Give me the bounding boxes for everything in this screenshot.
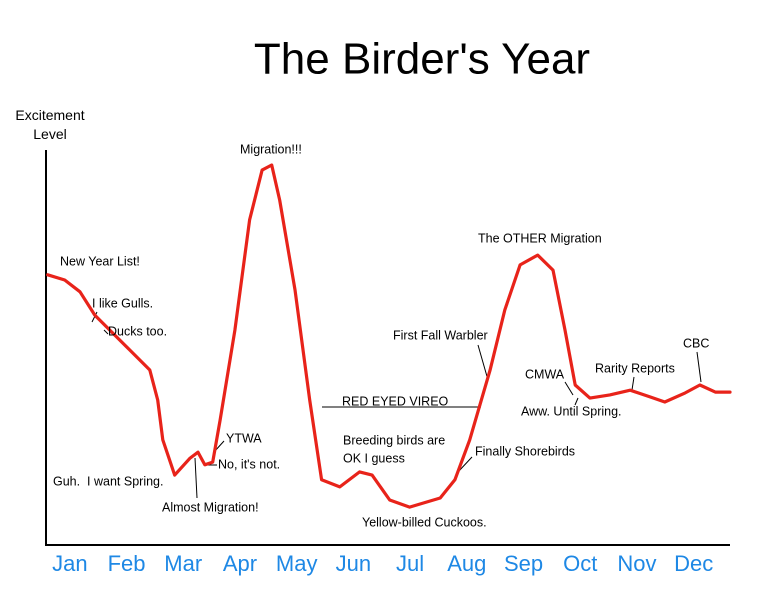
y-axis-label: Excitement Level (15, 107, 85, 142)
annotation: OK I guess (343, 451, 405, 465)
x-tick-label: Jul (396, 551, 424, 576)
annotation: Rarity Reports (595, 361, 675, 375)
leader-line (477, 344, 489, 381)
annotation: Guh. I want Spring. (53, 474, 163, 488)
annotation: Migration!!! (240, 142, 302, 156)
x-tick-label: Sep (504, 551, 543, 576)
annotation: Almost Migration! (162, 500, 259, 514)
annotation: RED EYED VIREO (342, 394, 449, 408)
annotation: New Year List! (60, 254, 140, 268)
leader-line (103, 329, 109, 335)
annotation: Ducks too. (108, 324, 167, 338)
x-tick-label: Mar (164, 551, 202, 576)
x-tick-label: Nov (617, 551, 656, 576)
x-tick-label: Jun (336, 551, 371, 576)
x-tick-label: Apr (223, 551, 257, 576)
leader-lines (91, 311, 702, 499)
annotation: CMWA (525, 367, 565, 381)
x-tick-label: Dec (674, 551, 713, 576)
annotation: The OTHER Migration (478, 231, 602, 245)
annotation: CBC (683, 336, 709, 350)
excitement-line (46, 163, 732, 509)
annotation: Aww. Until Spring. (521, 404, 622, 418)
x-tick-label: Oct (563, 551, 597, 576)
annotation: Breeding birds are (343, 433, 445, 447)
x-tick-label: Aug (447, 551, 486, 576)
leader-line (631, 376, 635, 391)
leader-line (574, 397, 579, 406)
x-tick-label: Jan (52, 551, 87, 576)
annotation: No, it's not. (218, 457, 280, 471)
annotation: YTWA (226, 431, 262, 445)
x-tick-label: Feb (108, 551, 146, 576)
chart-title: The Birder's Year (254, 35, 590, 84)
x-tick-label: May (276, 551, 318, 576)
leader-line (194, 457, 198, 499)
leader-line (564, 381, 574, 396)
leader-line (696, 351, 702, 383)
annotation: First Fall Warbler (393, 328, 488, 342)
annotation: Finally Shorebirds (475, 444, 575, 458)
annotation: Yellow-billed Cuckoos. (362, 515, 487, 529)
annotation: I like Gulls. (92, 296, 153, 310)
